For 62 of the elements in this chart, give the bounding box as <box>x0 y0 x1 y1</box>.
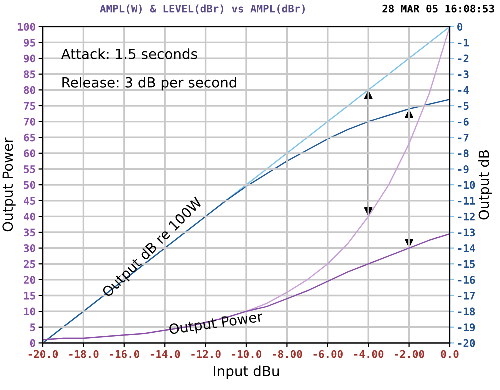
y2-tick-label: -19 <box>458 324 476 332</box>
y-tick-label: 60 <box>24 150 36 158</box>
y-tick-label: 30 <box>24 244 36 252</box>
y2-tick-label: -8 <box>458 150 469 158</box>
y-tick-label: 40 <box>24 212 36 221</box>
y-tick-label: 70 <box>24 118 36 126</box>
x-tick-label: -18.0 <box>70 350 99 358</box>
y2-tick-label: -11 <box>458 197 476 205</box>
y2-tick-label: -1 <box>458 39 469 47</box>
annotation: Release: 3 dB per second <box>62 77 236 91</box>
y2-tick-label: -16 <box>458 276 476 284</box>
y-tick-label: 20 <box>24 276 36 284</box>
chart-title: AMPL(W) & LEVEL(dBr) vs AMPL(dBr) <box>100 4 306 14</box>
y2-tick-label: -15 <box>458 260 476 268</box>
y2-tick-label: -3 <box>458 70 469 78</box>
text: 28 MAR 05 16:08:53 <box>382 4 494 13</box>
y-tick-label: 35 <box>24 228 36 237</box>
y2-tick-label: -14 <box>458 244 476 252</box>
x-tick-label: -6.00 <box>314 350 343 358</box>
y2-tick-label: -5 <box>458 102 469 110</box>
y2-tick-label: -9 <box>458 166 469 174</box>
y-axis-title: Output Power <box>2 138 16 232</box>
y2-tick-label: -2 <box>458 54 469 62</box>
x-tick-label: -2.00 <box>395 350 424 358</box>
y-tick-label: 55 <box>24 166 36 174</box>
y-tick-label: 0 <box>30 339 36 348</box>
y2-tick-label: -12 <box>458 212 475 221</box>
y-tick-label: 100 <box>18 23 36 32</box>
x-tick-label: -4.00 <box>354 350 384 358</box>
x-tick-label: -12.0 <box>192 350 221 358</box>
y-tick-label: 95 <box>24 39 36 47</box>
annotation: Output Power <box>168 311 264 338</box>
y-tick-label: 5 <box>30 324 36 332</box>
y-tick-label: 65 <box>24 134 36 142</box>
y-tick-label: 15 <box>24 292 36 300</box>
y-tick-label: 25 <box>24 260 36 268</box>
y-tick-label: 10 <box>24 308 36 316</box>
y2-tick-label: -17 <box>458 292 475 300</box>
y2-tick-label: -7 <box>458 134 469 142</box>
x-tick-label: -10.0 <box>232 350 262 358</box>
x-tick-label: -16.0 <box>110 350 140 358</box>
y-tick-label: 90 <box>24 54 36 63</box>
y2-tick-label: -20 <box>458 339 476 348</box>
y2-tick-label: -6 <box>458 118 469 126</box>
y-tick-label: 45 <box>24 197 36 205</box>
y-tick-label: 75 <box>24 102 36 110</box>
x-axis-title: Input dBu <box>214 366 279 380</box>
x-tick-label: -14.0 <box>150 350 180 358</box>
y2-tick-label: -4 <box>458 86 470 94</box>
y-tick-label: 50 <box>24 181 36 190</box>
x-tick-label: -20.0 <box>28 350 58 358</box>
y-tick-label: 80 <box>24 86 36 94</box>
line-series <box>43 233 450 341</box>
y2-axis-title: Output dB <box>478 150 492 220</box>
x-tick-label: 0.0 <box>441 350 459 358</box>
y-tick-label: 85 <box>24 70 36 78</box>
y2-tick-label: -18 <box>458 308 476 316</box>
annotation: Attack: 1.5 seconds <box>61 48 198 60</box>
y2-tick-label: 0 <box>458 23 463 32</box>
y2-tick-label: -13 <box>458 228 476 237</box>
y2-tick-label: -10 <box>458 181 476 190</box>
x-tick-label: -8.00 <box>273 350 302 358</box>
